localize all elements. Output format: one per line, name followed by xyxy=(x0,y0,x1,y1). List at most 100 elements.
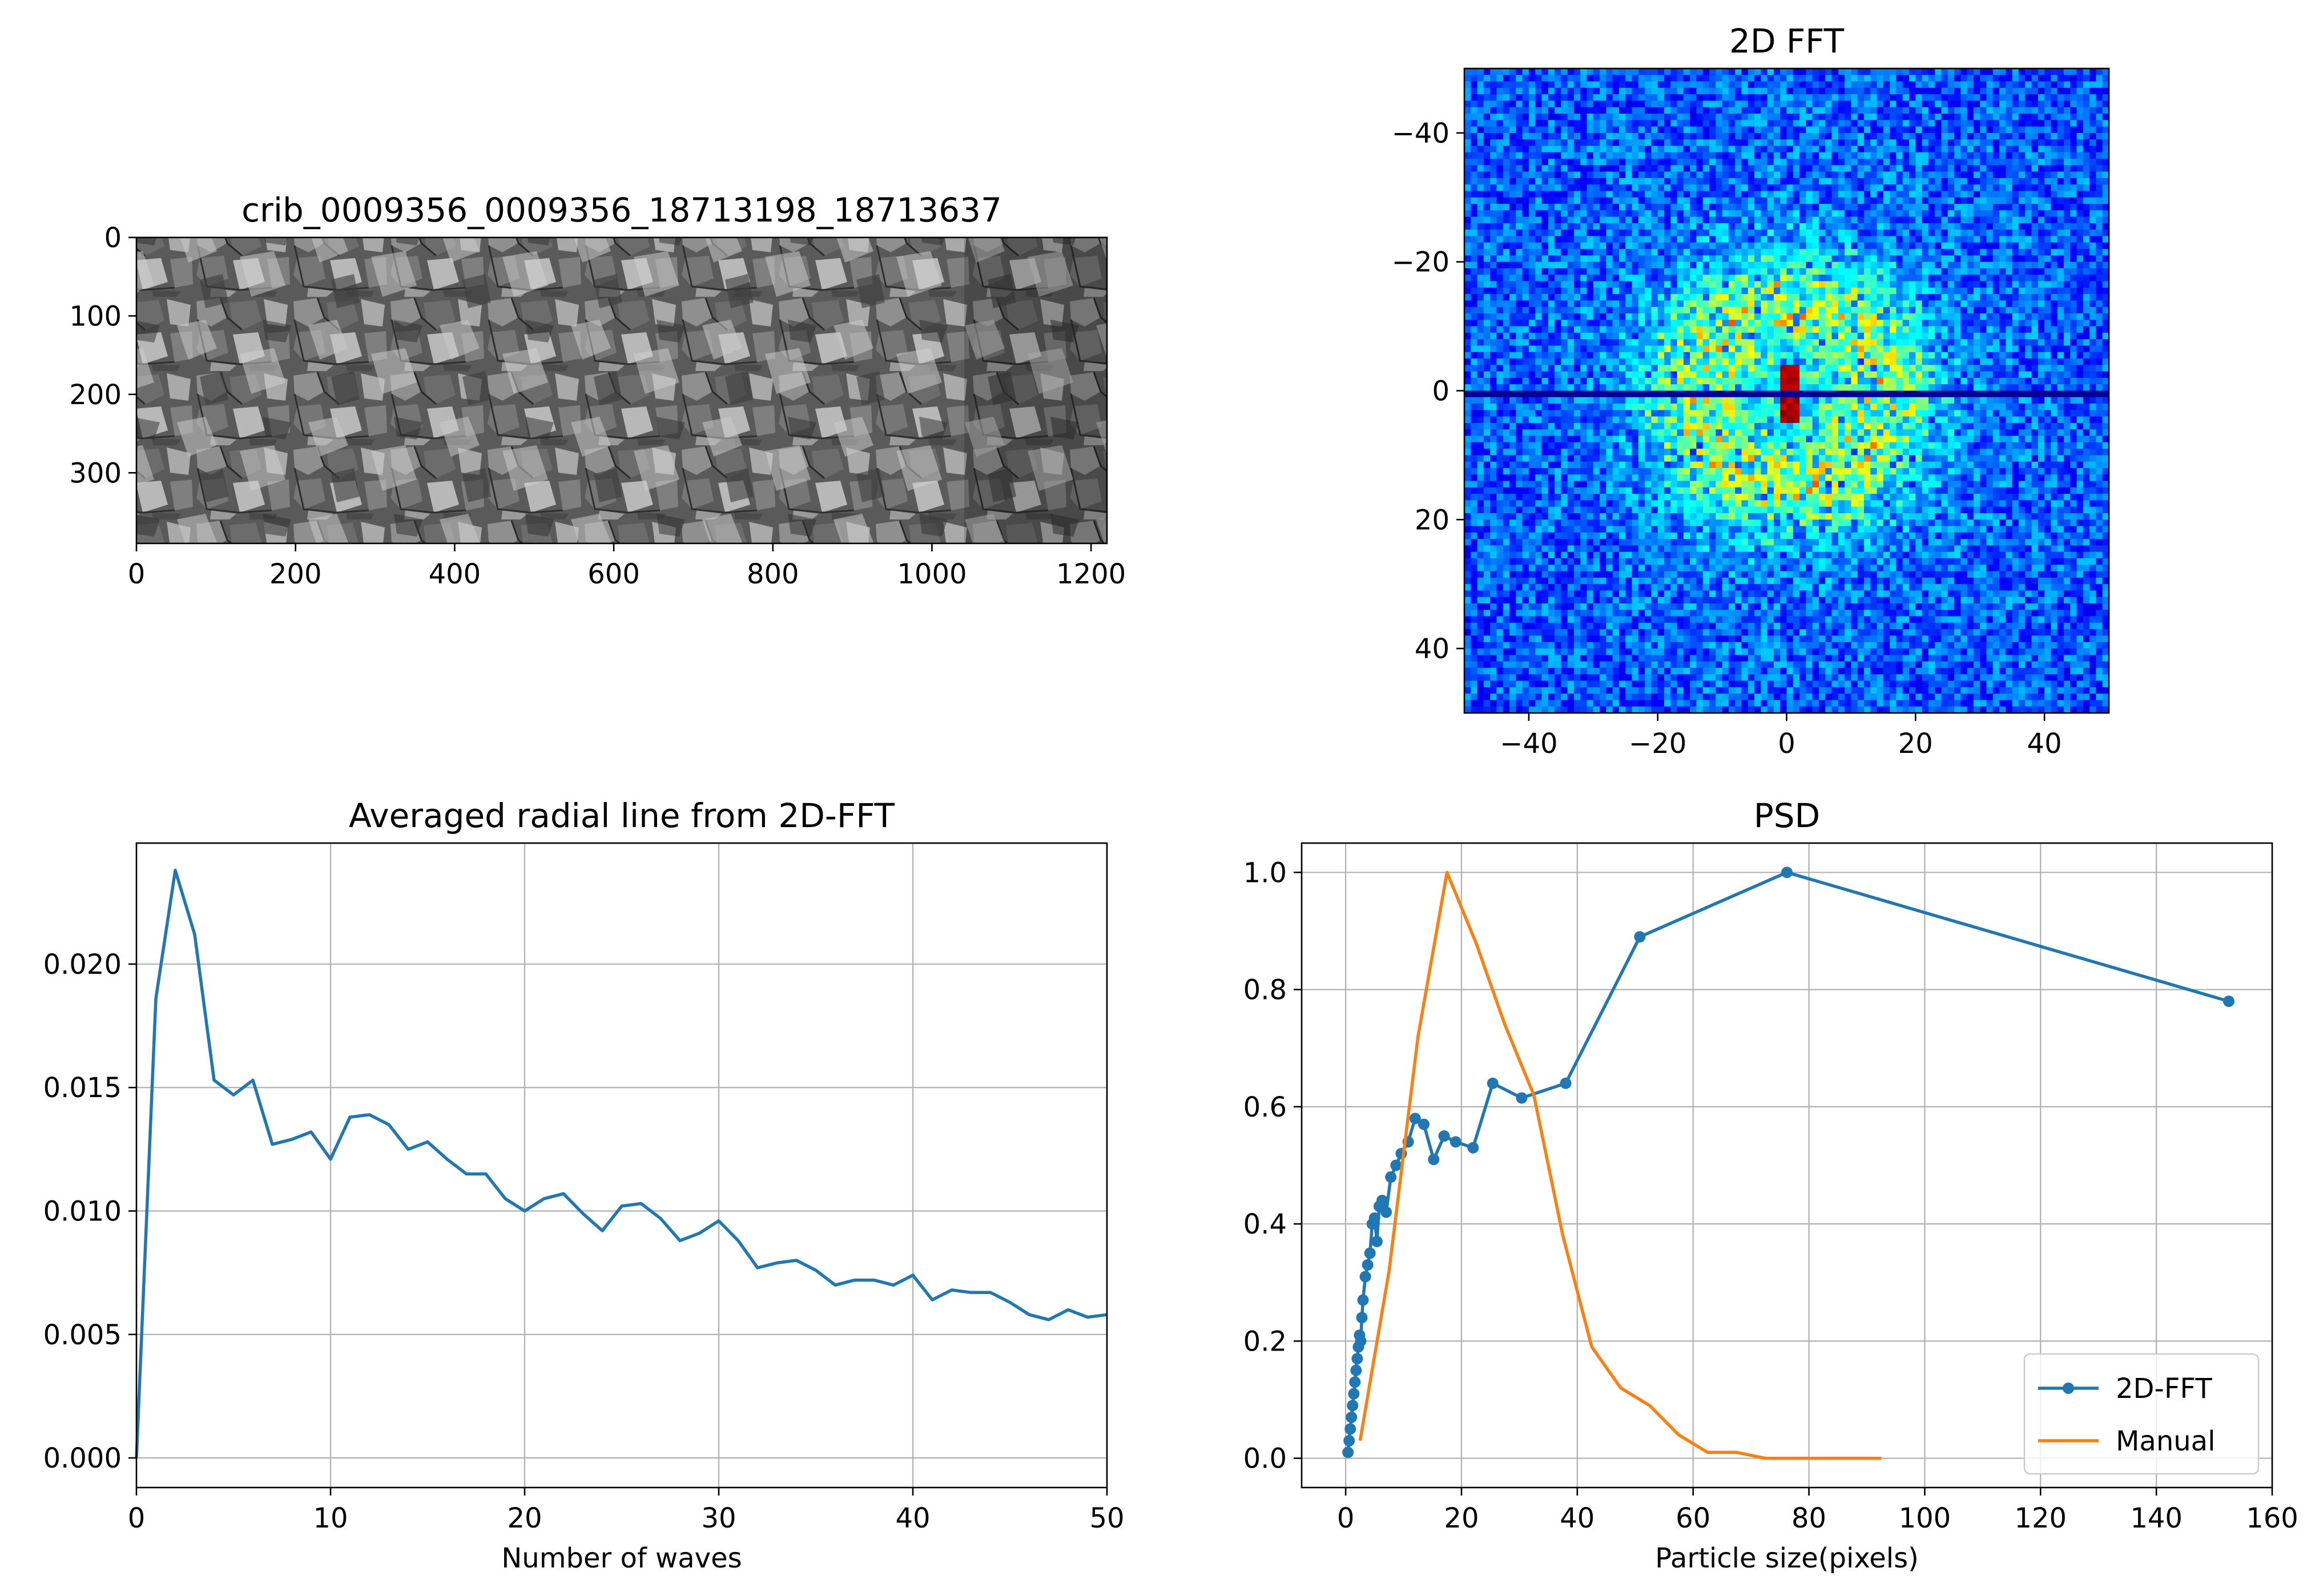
fft-cell xyxy=(2051,365,2058,372)
fft-cell xyxy=(1883,216,1890,224)
fft-cell xyxy=(2038,87,2045,95)
fft-cell xyxy=(2089,261,2097,269)
fft-cell xyxy=(1516,204,1523,211)
fft-cell xyxy=(1496,281,1504,288)
fft-cell xyxy=(1761,384,1768,392)
fft-cell xyxy=(1722,255,1729,263)
fft-cell xyxy=(1477,320,1484,327)
fft-cell xyxy=(1683,326,1690,333)
fft-cell xyxy=(1593,268,1600,275)
fft-cell xyxy=(1812,307,1819,314)
fft-cell xyxy=(1922,216,1929,224)
fft-cell xyxy=(1567,287,1575,295)
fft-cell xyxy=(1555,313,1561,320)
fft-cell xyxy=(2089,81,2097,88)
fft-cell xyxy=(2089,377,2097,385)
fft-cell xyxy=(1883,191,1890,198)
fft-cell xyxy=(1664,281,1671,288)
fft-cell xyxy=(1870,300,1878,308)
fft-cell xyxy=(1612,132,1620,140)
fft-cell xyxy=(2083,320,2090,327)
fft-cell xyxy=(1960,255,1968,263)
fft-cell xyxy=(1716,358,1723,365)
fft-cell xyxy=(1677,184,1684,192)
fft-cell xyxy=(2044,191,2051,198)
fft-cell xyxy=(1477,332,1484,340)
fft-cell xyxy=(2025,339,2032,346)
fft-cell xyxy=(1780,197,1787,204)
fft-cell xyxy=(1471,249,1478,256)
fft-cell xyxy=(1548,165,1555,172)
fft-cell xyxy=(1915,287,1923,295)
fft-cell xyxy=(2018,120,2026,127)
fft-cell xyxy=(1728,261,1736,269)
fft-cell xyxy=(1845,178,1851,185)
fft-cell xyxy=(1696,191,1704,198)
fft-cell xyxy=(1567,358,1575,365)
fft-cell xyxy=(2096,242,2103,249)
fft-cell xyxy=(1618,236,1626,243)
fft-cell xyxy=(1509,345,1516,353)
fft-cell xyxy=(1883,268,1890,275)
fft-cell xyxy=(1722,75,1729,82)
fft-cell xyxy=(1902,216,1910,224)
fft-cell xyxy=(1909,345,1916,353)
fft-cell xyxy=(1928,68,1935,75)
fft-cell xyxy=(1664,184,1671,192)
fft-cell xyxy=(1561,184,1568,192)
fft-cell xyxy=(2025,300,2032,308)
fft-cell xyxy=(1767,139,1774,147)
fft-cell xyxy=(1954,68,1961,75)
fft-cell xyxy=(1915,126,1923,134)
fft-cell xyxy=(1967,191,1974,198)
fft-cell xyxy=(1625,139,1633,147)
fft-cell xyxy=(1477,114,1484,120)
fft-cell xyxy=(1767,152,1774,159)
fft-cell xyxy=(1877,68,1884,75)
fft-cell xyxy=(1857,242,1865,249)
fft-cell xyxy=(1612,223,1620,230)
fft-cell xyxy=(2031,236,2039,243)
fft-cell xyxy=(1509,126,1516,134)
fft-cell xyxy=(1670,68,1678,75)
fft-cell xyxy=(1612,352,1620,359)
fft-cell xyxy=(1683,384,1690,392)
fft-cell xyxy=(1870,287,1878,295)
fft-cell xyxy=(1612,275,1620,282)
fft-cell xyxy=(1670,294,1678,301)
fft-cell xyxy=(1535,275,1543,282)
fft-cell xyxy=(1890,107,1897,114)
fft-cell xyxy=(1548,242,1555,249)
fft-cell xyxy=(1573,146,1581,153)
fft-cell xyxy=(1561,191,1568,198)
fft-cell xyxy=(1973,229,1980,237)
fft-cell xyxy=(1651,242,1658,249)
fft-cell xyxy=(1638,94,1645,102)
fft-cell xyxy=(1793,107,1800,114)
fft-cell xyxy=(1702,287,1710,295)
fft-cell xyxy=(2006,365,2013,372)
fft-cell xyxy=(1580,229,1588,237)
fft-cell xyxy=(1657,236,1665,243)
fft-cell xyxy=(1967,100,1974,108)
fft-cell xyxy=(1477,178,1484,185)
fft-cell xyxy=(1471,75,1478,82)
fft-cell xyxy=(1896,339,1903,346)
fft-cell xyxy=(1677,313,1684,320)
fft-cell xyxy=(1960,171,1968,179)
fft-cell xyxy=(1522,229,1529,237)
fft-cell xyxy=(2089,100,2097,108)
fft-cell xyxy=(1490,275,1497,282)
fft-cell xyxy=(1690,184,1697,192)
fft-cell xyxy=(2044,165,2051,172)
fft-cell xyxy=(1541,132,1549,140)
fft-cell xyxy=(1548,320,1555,327)
fft-cell xyxy=(1496,146,1504,153)
fft-cell xyxy=(1612,139,1620,147)
fft-cell xyxy=(1690,320,1697,327)
fft-cell xyxy=(2006,332,2013,340)
fft-cell xyxy=(2070,281,2078,288)
fft-cell xyxy=(1690,216,1697,224)
fft-cell xyxy=(1509,100,1516,108)
fft-cell xyxy=(1722,114,1729,120)
